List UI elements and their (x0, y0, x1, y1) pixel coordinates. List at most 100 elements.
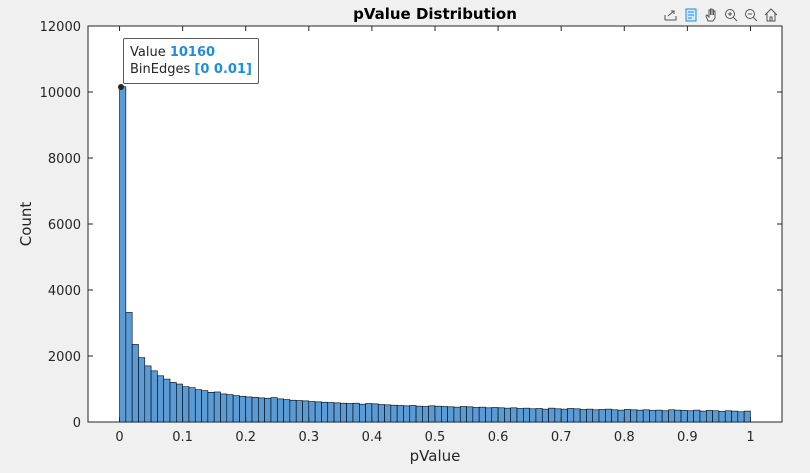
histogram-bar[interactable] (245, 396, 253, 423)
histogram-bar[interactable] (579, 409, 587, 423)
histogram-bar[interactable] (390, 404, 398, 423)
histogram-bar[interactable] (422, 406, 429, 423)
histogram-bar[interactable] (283, 399, 291, 423)
datatip-icon[interactable] (682, 6, 700, 24)
histogram-bar[interactable] (144, 365, 152, 423)
histogram-bar[interactable] (276, 398, 284, 423)
histogram-bar[interactable] (472, 407, 480, 423)
histogram-bar[interactable] (352, 402, 360, 423)
histogram-bar[interactable] (598, 409, 606, 423)
histogram-bar[interactable] (441, 406, 448, 423)
histogram-bar[interactable] (239, 395, 247, 423)
histogram-bar[interactable] (649, 410, 657, 423)
histogram-bar[interactable] (535, 408, 543, 423)
histogram-bar[interactable] (466, 406, 474, 423)
histogram-bar[interactable] (258, 397, 265, 423)
histogram-bar[interactable] (560, 408, 568, 423)
histogram-bar[interactable] (661, 410, 669, 423)
histogram-bar[interactable] (428, 405, 436, 423)
histogram-bar[interactable] (504, 407, 512, 423)
histogram-bar[interactable] (314, 401, 322, 423)
histogram-bar[interactable] (548, 407, 556, 423)
histogram-bar[interactable] (169, 382, 177, 423)
histogram-bar[interactable] (623, 409, 631, 423)
histogram-bar[interactable] (226, 394, 234, 423)
histogram-bar[interactable] (207, 391, 215, 423)
histogram-bar[interactable] (434, 405, 442, 423)
histogram-bar[interactable] (485, 407, 493, 423)
histogram-bar[interactable] (270, 397, 278, 423)
histogram-bar[interactable] (384, 404, 392, 423)
histogram-bar[interactable] (220, 393, 228, 423)
histogram-bar[interactable] (605, 408, 612, 423)
histogram-bar[interactable] (699, 410, 707, 423)
histogram-bar[interactable] (529, 408, 537, 423)
histogram-bar[interactable] (188, 387, 196, 423)
histogram-bar[interactable] (403, 405, 411, 423)
histogram-bar[interactable] (409, 405, 417, 423)
histogram-bar[interactable] (251, 396, 259, 423)
histogram-bar[interactable] (264, 397, 272, 423)
histogram-bar[interactable] (680, 410, 688, 423)
histogram-bar[interactable] (453, 406, 461, 423)
histogram-bar[interactable] (201, 390, 209, 423)
histogram-bar[interactable] (737, 411, 745, 423)
histogram-bar[interactable] (340, 402, 347, 423)
histogram-bar[interactable] (138, 357, 146, 423)
histogram-bar[interactable] (554, 408, 562, 423)
histogram-bar[interactable] (176, 383, 183, 423)
histogram-bar[interactable] (232, 395, 240, 423)
histogram-bar[interactable] (295, 400, 303, 423)
histogram-bar[interactable] (642, 409, 650, 423)
histogram-bar[interactable] (655, 409, 663, 423)
histogram-bar[interactable] (630, 409, 638, 423)
histogram-bar[interactable] (586, 408, 594, 423)
histogram-bar[interactable] (119, 86, 127, 423)
zoom-out-icon[interactable] (742, 6, 760, 24)
histogram-bar[interactable] (497, 407, 505, 423)
histogram-bar[interactable] (523, 407, 530, 423)
histogram-bar[interactable] (611, 409, 619, 423)
histogram-bar[interactable] (371, 403, 379, 423)
datatip-marker[interactable] (118, 84, 124, 90)
histogram-bar[interactable] (327, 402, 335, 423)
histogram-bar[interactable] (541, 408, 549, 423)
histogram-bar[interactable] (491, 407, 499, 423)
histogram-bar[interactable] (163, 378, 171, 423)
histogram-bar[interactable] (396, 405, 404, 423)
histogram-bar[interactable] (125, 312, 133, 423)
home-icon[interactable] (762, 6, 780, 24)
export-icon[interactable] (662, 6, 680, 24)
histogram-bar[interactable] (150, 370, 158, 423)
histogram-bar[interactable] (333, 402, 341, 423)
histogram-bar[interactable] (705, 410, 713, 423)
histogram-bar[interactable] (447, 406, 455, 423)
histogram-bar[interactable] (617, 409, 625, 423)
histogram-bar[interactable] (693, 409, 701, 423)
histogram-bar[interactable] (321, 401, 329, 423)
histogram-bar[interactable] (289, 399, 297, 423)
histogram-bar[interactable] (302, 400, 310, 423)
histogram-bar[interactable] (674, 409, 682, 423)
histogram-bar[interactable] (478, 406, 486, 423)
histogram-bar[interactable] (308, 401, 316, 423)
histogram-bar[interactable] (687, 410, 694, 423)
histogram-bar[interactable] (718, 411, 726, 423)
histogram-bar[interactable] (415, 405, 423, 423)
histogram-bar[interactable] (131, 344, 139, 423)
histogram-bar[interactable] (358, 403, 366, 423)
histogram-bar[interactable] (510, 407, 518, 423)
histogram-bar[interactable] (377, 404, 385, 423)
histogram-bar[interactable] (157, 375, 165, 423)
histogram-bar[interactable] (567, 408, 575, 423)
histogram-bar[interactable] (712, 410, 720, 423)
histogram-bar[interactable] (743, 410, 751, 423)
histogram-bar[interactable] (592, 409, 600, 423)
histogram-bar[interactable] (516, 408, 524, 423)
histogram-bar[interactable] (459, 406, 467, 423)
histogram-bar[interactable] (182, 386, 190, 423)
histogram-bar[interactable] (724, 410, 732, 423)
histogram-bar[interactable] (668, 409, 676, 423)
histogram-bar[interactable] (573, 408, 581, 423)
histogram-bar[interactable] (194, 389, 202, 423)
